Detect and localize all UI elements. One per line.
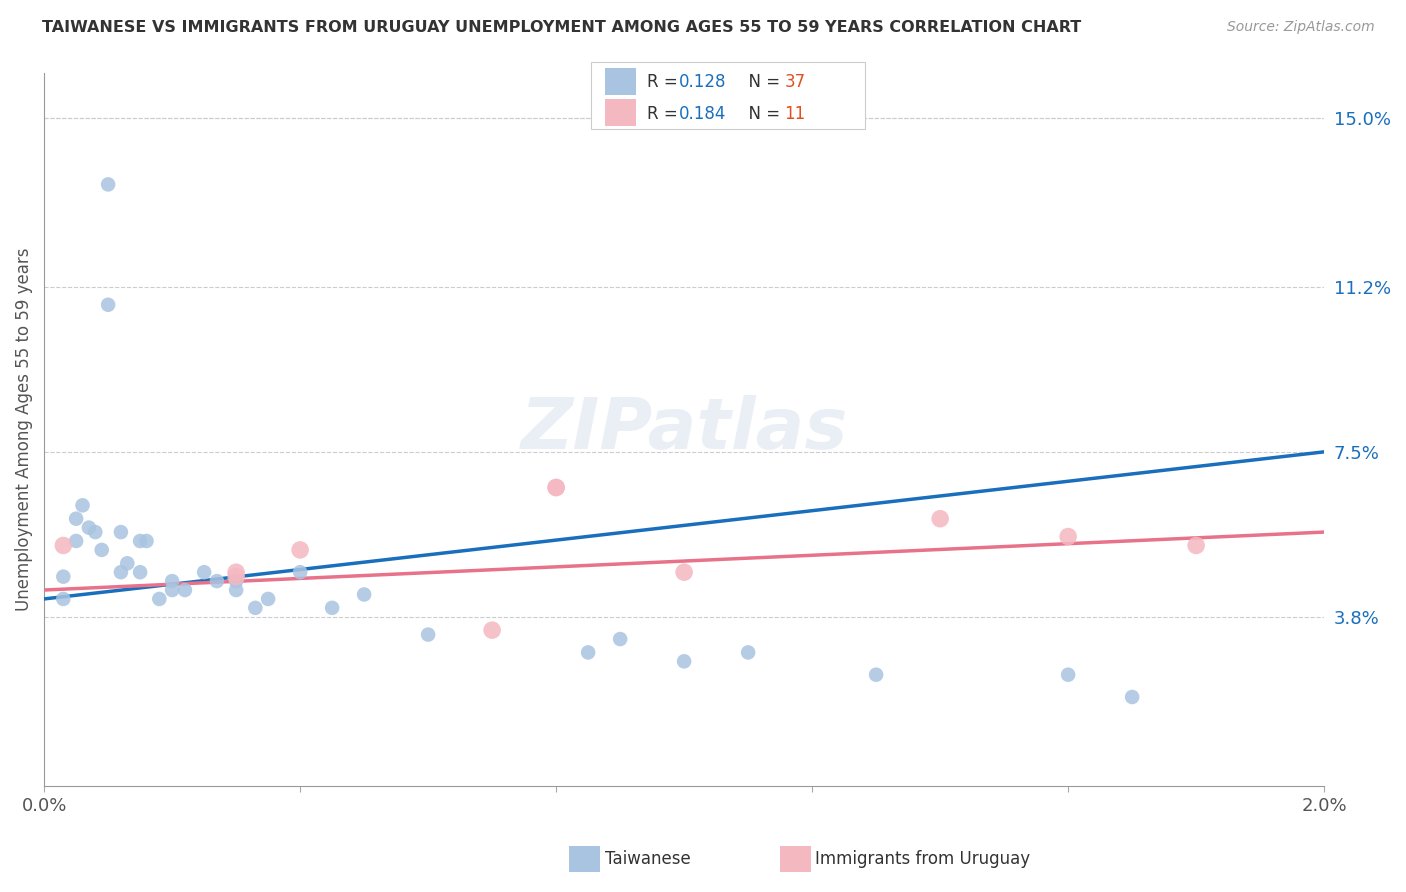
Point bbox=[174, 582, 197, 597]
Text: Immigrants from Uruguay: Immigrants from Uruguay bbox=[815, 850, 1031, 868]
Point bbox=[84, 525, 107, 540]
Point bbox=[546, 481, 568, 495]
Point bbox=[225, 565, 247, 579]
Point bbox=[135, 533, 157, 548]
Point bbox=[52, 538, 75, 552]
Text: N =: N = bbox=[738, 104, 786, 123]
Point bbox=[245, 600, 267, 615]
Point bbox=[110, 565, 132, 579]
Point bbox=[737, 645, 759, 659]
Point bbox=[205, 574, 228, 588]
Point bbox=[321, 600, 343, 615]
Point bbox=[481, 623, 503, 637]
Point bbox=[110, 525, 132, 540]
Point bbox=[52, 591, 75, 606]
Text: R =: R = bbox=[647, 73, 683, 91]
Point bbox=[160, 574, 183, 588]
Point bbox=[1057, 667, 1080, 681]
Text: R =: R = bbox=[647, 104, 683, 123]
Point bbox=[225, 582, 247, 597]
Text: 0.128: 0.128 bbox=[679, 73, 727, 91]
Point bbox=[865, 667, 887, 681]
Point bbox=[1121, 690, 1143, 704]
Text: 37: 37 bbox=[785, 73, 806, 91]
Point bbox=[160, 582, 183, 597]
Text: 11: 11 bbox=[785, 104, 806, 123]
Point bbox=[97, 298, 120, 312]
Point bbox=[353, 587, 375, 601]
Point bbox=[65, 533, 87, 548]
Point bbox=[77, 521, 100, 535]
Point bbox=[1185, 538, 1208, 552]
Text: 0.184: 0.184 bbox=[679, 104, 727, 123]
Point bbox=[288, 565, 311, 579]
Point bbox=[193, 565, 215, 579]
Point bbox=[52, 569, 75, 583]
Y-axis label: Unemployment Among Ages 55 to 59 years: Unemployment Among Ages 55 to 59 years bbox=[15, 248, 32, 611]
Point bbox=[225, 574, 247, 588]
Point bbox=[546, 481, 568, 495]
Point bbox=[673, 654, 696, 668]
Point bbox=[225, 569, 247, 583]
Point bbox=[929, 512, 952, 526]
Point bbox=[90, 542, 112, 557]
Point bbox=[1057, 529, 1080, 543]
Point bbox=[129, 533, 152, 548]
Text: ZIPatlas: ZIPatlas bbox=[520, 395, 848, 464]
Point bbox=[673, 565, 696, 579]
Point bbox=[257, 591, 280, 606]
Text: Source: ZipAtlas.com: Source: ZipAtlas.com bbox=[1227, 20, 1375, 34]
Point bbox=[148, 591, 170, 606]
Point bbox=[416, 627, 439, 641]
Point bbox=[576, 645, 599, 659]
Text: Taiwanese: Taiwanese bbox=[605, 850, 690, 868]
Point bbox=[609, 632, 631, 646]
Point bbox=[288, 542, 311, 557]
Point bbox=[117, 556, 139, 570]
Point bbox=[129, 565, 152, 579]
Text: TAIWANESE VS IMMIGRANTS FROM URUGUAY UNEMPLOYMENT AMONG AGES 55 TO 59 YEARS CORR: TAIWANESE VS IMMIGRANTS FROM URUGUAY UNE… bbox=[42, 20, 1081, 35]
Point bbox=[72, 499, 94, 513]
Point bbox=[97, 178, 120, 192]
Text: N =: N = bbox=[738, 73, 786, 91]
Point bbox=[65, 512, 87, 526]
